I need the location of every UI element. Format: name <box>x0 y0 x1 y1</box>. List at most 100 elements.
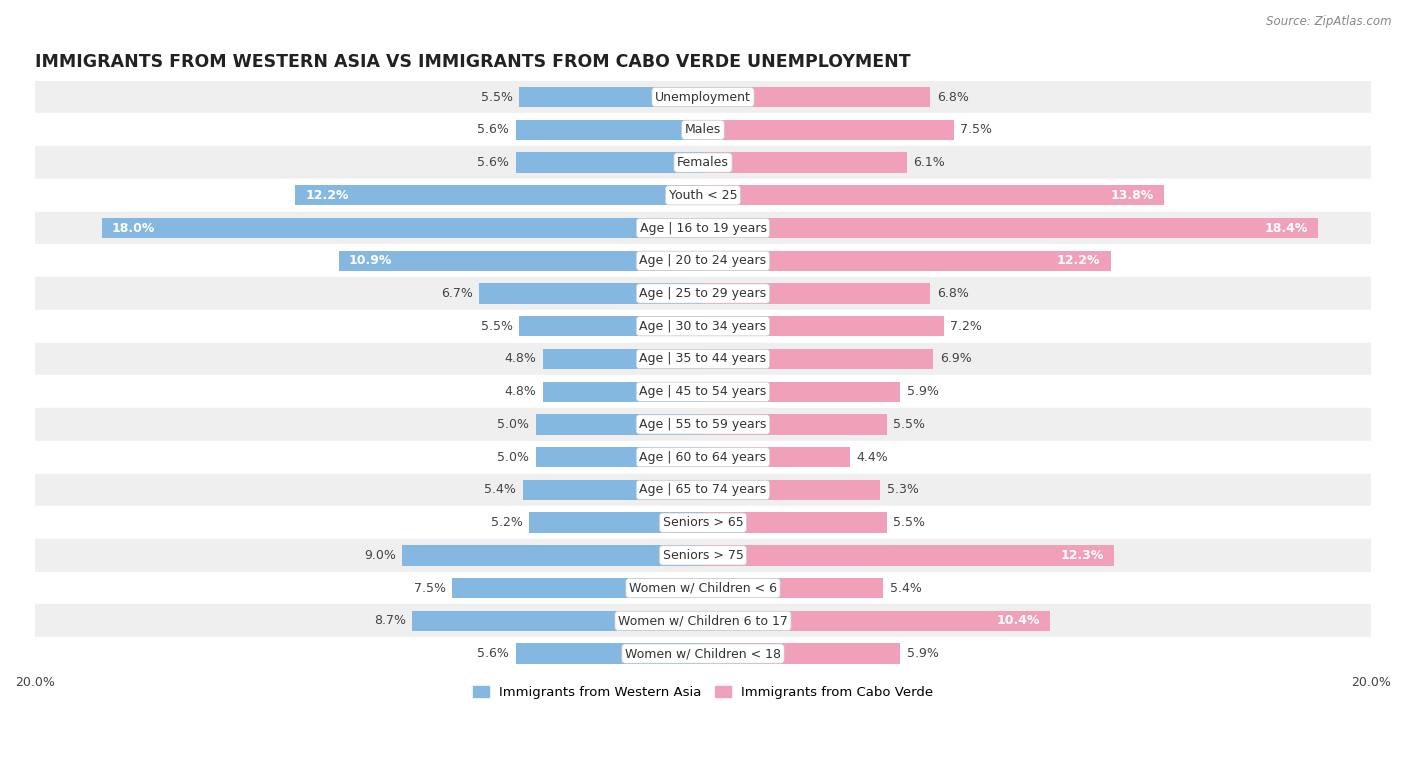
Text: 7.2%: 7.2% <box>950 319 981 333</box>
Bar <box>35 114 1371 146</box>
Text: 7.5%: 7.5% <box>413 581 446 594</box>
Bar <box>101 218 703 238</box>
Bar <box>516 643 703 664</box>
Text: 4.4%: 4.4% <box>856 450 889 464</box>
Bar <box>35 539 1371 572</box>
Legend: Immigrants from Western Asia, Immigrants from Cabo Verde: Immigrants from Western Asia, Immigrants… <box>467 681 939 705</box>
Text: 5.6%: 5.6% <box>478 156 509 169</box>
Bar <box>703 316 943 336</box>
Bar <box>453 578 703 598</box>
Bar <box>703 185 1164 205</box>
Text: Males: Males <box>685 123 721 136</box>
Bar <box>479 283 703 304</box>
Bar <box>35 408 1371 441</box>
Bar <box>35 441 1371 474</box>
Bar <box>35 277 1371 310</box>
Bar <box>703 512 887 533</box>
Text: Age | 65 to 74 years: Age | 65 to 74 years <box>640 484 766 497</box>
Bar <box>536 414 703 435</box>
Bar <box>703 349 934 369</box>
Bar <box>543 349 703 369</box>
Text: 18.0%: 18.0% <box>111 222 155 235</box>
Bar <box>412 611 703 631</box>
Text: Seniors > 75: Seniors > 75 <box>662 549 744 562</box>
Text: Women w/ Children 6 to 17: Women w/ Children 6 to 17 <box>619 615 787 628</box>
Text: 6.8%: 6.8% <box>936 287 969 300</box>
Text: 5.3%: 5.3% <box>887 484 918 497</box>
Bar <box>703 643 900 664</box>
Text: 9.0%: 9.0% <box>364 549 395 562</box>
Bar <box>339 251 703 271</box>
Bar <box>35 506 1371 539</box>
Text: 5.9%: 5.9% <box>907 385 939 398</box>
Text: Age | 35 to 44 years: Age | 35 to 44 years <box>640 353 766 366</box>
Bar <box>35 81 1371 114</box>
Text: 6.8%: 6.8% <box>936 91 969 104</box>
Text: 4.8%: 4.8% <box>505 353 536 366</box>
Bar <box>516 152 703 173</box>
Bar <box>703 447 851 467</box>
Bar <box>523 480 703 500</box>
Text: 13.8%: 13.8% <box>1111 188 1154 202</box>
Bar <box>35 605 1371 637</box>
Bar <box>543 382 703 402</box>
Text: Females: Females <box>678 156 728 169</box>
Text: Age | 20 to 24 years: Age | 20 to 24 years <box>640 254 766 267</box>
Bar <box>703 283 931 304</box>
Bar <box>35 572 1371 605</box>
Text: Women w/ Children < 18: Women w/ Children < 18 <box>626 647 780 660</box>
Bar <box>35 212 1371 245</box>
Text: Unemployment: Unemployment <box>655 91 751 104</box>
Text: Age | 30 to 34 years: Age | 30 to 34 years <box>640 319 766 333</box>
Text: 5.5%: 5.5% <box>893 516 925 529</box>
Text: Women w/ Children < 6: Women w/ Children < 6 <box>628 581 778 594</box>
Text: 5.5%: 5.5% <box>893 418 925 431</box>
Text: 10.9%: 10.9% <box>349 254 392 267</box>
Text: 4.8%: 4.8% <box>505 385 536 398</box>
Text: 6.9%: 6.9% <box>941 353 972 366</box>
Text: 10.4%: 10.4% <box>997 615 1040 628</box>
Bar <box>529 512 703 533</box>
Text: 18.4%: 18.4% <box>1264 222 1308 235</box>
Text: Youth < 25: Youth < 25 <box>669 188 737 202</box>
Text: IMMIGRANTS FROM WESTERN ASIA VS IMMIGRANTS FROM CABO VERDE UNEMPLOYMENT: IMMIGRANTS FROM WESTERN ASIA VS IMMIGRAN… <box>35 53 911 71</box>
Text: 5.4%: 5.4% <box>484 484 516 497</box>
Bar <box>703 218 1317 238</box>
Bar <box>703 87 931 107</box>
Text: Seniors > 65: Seniors > 65 <box>662 516 744 529</box>
Text: Age | 60 to 64 years: Age | 60 to 64 years <box>640 450 766 464</box>
Bar <box>35 637 1371 670</box>
Bar <box>703 414 887 435</box>
Bar <box>703 152 907 173</box>
Bar <box>35 146 1371 179</box>
Text: 6.1%: 6.1% <box>914 156 945 169</box>
Bar <box>703 382 900 402</box>
Bar <box>295 185 703 205</box>
Text: 5.0%: 5.0% <box>498 450 529 464</box>
Bar <box>402 545 703 565</box>
Text: 6.7%: 6.7% <box>440 287 472 300</box>
Bar <box>35 343 1371 375</box>
Text: 5.5%: 5.5% <box>481 319 513 333</box>
Bar <box>35 375 1371 408</box>
Bar <box>703 578 883 598</box>
Text: 12.2%: 12.2% <box>305 188 349 202</box>
Bar <box>703 611 1050 631</box>
Bar <box>703 480 880 500</box>
Text: 12.2%: 12.2% <box>1057 254 1101 267</box>
Text: 5.2%: 5.2% <box>491 516 523 529</box>
Text: 5.5%: 5.5% <box>481 91 513 104</box>
Text: 8.7%: 8.7% <box>374 615 406 628</box>
Text: 5.6%: 5.6% <box>478 123 509 136</box>
Bar <box>703 545 1114 565</box>
Bar <box>703 120 953 140</box>
Bar <box>703 251 1111 271</box>
Bar <box>35 245 1371 277</box>
Text: 5.4%: 5.4% <box>890 581 922 594</box>
Bar <box>35 179 1371 212</box>
Text: Source: ZipAtlas.com: Source: ZipAtlas.com <box>1267 15 1392 28</box>
Bar <box>536 447 703 467</box>
Text: 7.5%: 7.5% <box>960 123 993 136</box>
Text: Age | 25 to 29 years: Age | 25 to 29 years <box>640 287 766 300</box>
Text: 5.0%: 5.0% <box>498 418 529 431</box>
